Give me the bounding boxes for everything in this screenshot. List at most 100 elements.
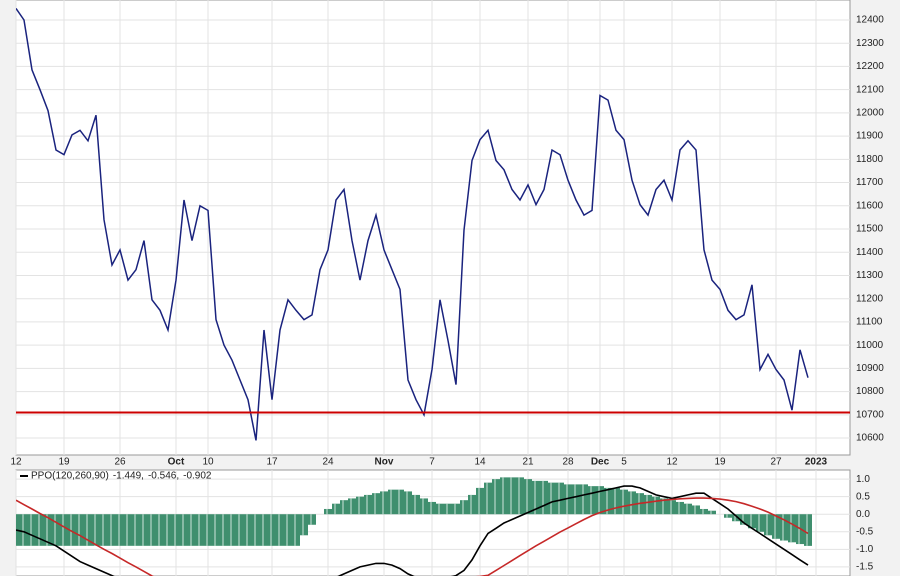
y-tick-label: 11100 [856,317,883,328]
x-tick-label: 17 [266,457,278,468]
histogram-bar [156,514,164,546]
histogram-bar [84,514,92,546]
clip-group [16,477,812,576]
histogram-bar [420,498,428,515]
histogram-bar [476,487,484,515]
histogram-bar [516,477,524,515]
histogram-bar [700,508,708,515]
histogram-bar [140,514,148,546]
x-tick-label: 27 [770,457,782,468]
histogram-bar [220,514,228,546]
histogram-bar [676,501,684,515]
histogram-bar [748,514,756,529]
histogram-bar [60,514,68,546]
y-tick-label: 11700 [856,177,884,188]
histogram-bar [668,500,676,515]
histogram-bar [36,514,44,546]
x-tick-label: Nov [375,457,394,468]
y-tick-label: 1.0 [856,474,870,485]
histogram-bar [76,514,84,546]
histogram-bar [708,510,716,515]
y-tick-label: 11300 [856,270,884,281]
y-tick-label: 10800 [856,386,884,397]
histogram-bar [540,480,548,515]
histogram-bar [372,493,380,515]
ppo-title: PPO(120,260,90) [31,471,109,482]
y-tick-label: 11500 [856,224,884,235]
histogram-bar [44,514,52,546]
y-tick-label: -0.5 [856,526,874,537]
histogram-bar [596,486,604,515]
histogram-bar [108,514,116,546]
x-tick-label: 7 [429,457,435,468]
y-tick-label: 12300 [856,38,884,49]
y-tick-label: -1.5 [856,562,874,573]
histogram-bar [508,477,516,515]
histogram-bar [116,514,124,546]
histogram-bar [548,482,556,515]
histogram-bar [196,514,204,546]
histogram-bar [556,482,564,515]
y-tick-label: 11800 [856,154,884,165]
histogram-bar [604,487,612,515]
histogram-bar [684,503,692,515]
histogram-bar [20,514,28,546]
y-tick-label: 0.0 [856,509,870,520]
histogram-bar [500,477,508,515]
histogram-bar [204,514,212,546]
histogram-bar [764,514,772,536]
histogram-bar [252,514,260,546]
x-tick-label: 10 [202,457,214,468]
histogram-bar [380,491,388,515]
histogram-bar [588,486,596,515]
x-tick-label: 19 [58,457,70,468]
histogram-bar [260,514,268,546]
x-tick-label: 2023 [805,457,828,468]
price-line [16,497,809,576]
y-tick-label: 10600 [856,433,884,444]
y-tick-label: 12400 [856,15,884,26]
y-tick-label: 12100 [856,84,884,95]
histogram-bar [332,503,340,515]
histogram-bar [348,498,356,515]
x-tick-label: 14 [474,457,486,468]
histogram-bar [756,514,764,532]
histogram-bar [28,514,36,546]
histogram-bar [276,514,284,546]
y-tick-label: 12000 [856,108,884,119]
histogram-bar [724,514,732,518]
histogram-bar [52,514,60,546]
x-tick-label: 28 [562,457,574,468]
y-tick-label: -1.0 [856,544,874,555]
histogram-bar [572,484,580,515]
histogram-bar [356,496,364,515]
histogram-bar [164,514,172,546]
legend-value: -0.546, [148,471,179,482]
histogram-bar [772,514,780,539]
histogram-bar [180,514,188,546]
histogram-bar [236,514,244,546]
histogram-bar [652,496,660,515]
x-tick-label: Oct [168,457,185,468]
histogram-bar [92,514,100,546]
histogram-bar [412,494,420,515]
histogram-bar [244,514,252,546]
x-tick-label: 12 [666,457,678,468]
histogram-bar [620,489,628,515]
histogram-bar [436,503,444,515]
histogram-bar [564,484,572,515]
histogram-bar [524,479,532,515]
histogram-bar [804,514,812,546]
price-line [16,7,809,441]
histogram-bar [444,503,452,515]
histogram-bar [268,514,276,546]
x-tick-label: Dec [591,457,610,468]
histogram-bar [324,508,332,515]
histogram-bar [148,514,156,546]
x-tick-label: 21 [522,457,534,468]
y-tick-label: 12200 [856,61,884,72]
histogram-bar [612,487,620,515]
histogram-bar [492,479,500,515]
histogram-bar [452,503,460,515]
